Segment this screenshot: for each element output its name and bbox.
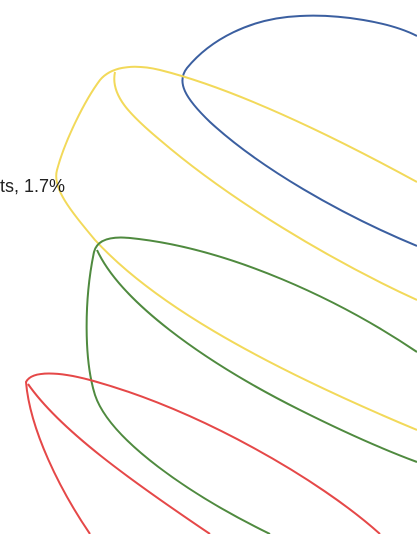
green-loop-edge <box>96 249 417 463</box>
yellow-loop <box>55 65 417 431</box>
yellow-loop-edge <box>113 71 417 301</box>
red-loop-edge <box>27 383 211 534</box>
caption-text: ts, 1.7% <box>0 176 66 196</box>
red-loop <box>24 372 381 534</box>
green-loop <box>85 236 417 534</box>
blue-loop <box>181 14 417 247</box>
